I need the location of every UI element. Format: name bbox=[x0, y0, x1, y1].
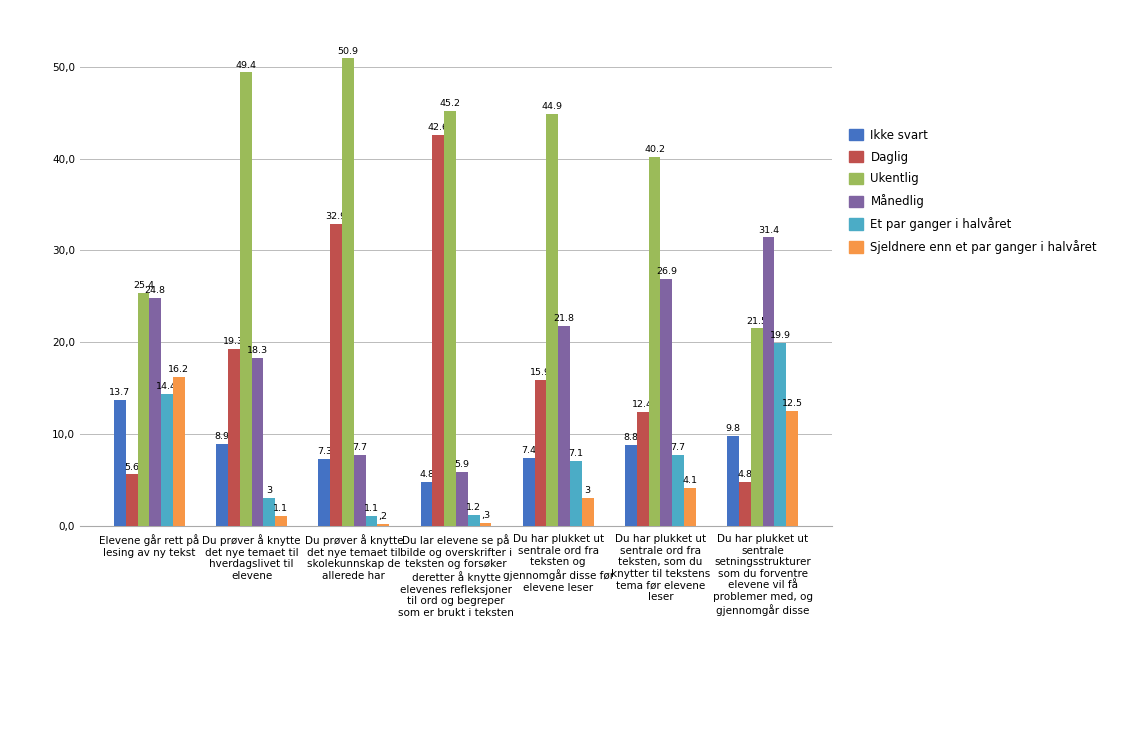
Text: 1.1: 1.1 bbox=[364, 504, 378, 513]
Text: 7.4: 7.4 bbox=[521, 446, 536, 455]
Text: 49.4: 49.4 bbox=[235, 61, 256, 70]
Text: 4.8: 4.8 bbox=[738, 470, 752, 479]
Text: ,3: ,3 bbox=[481, 511, 490, 520]
Bar bbox=[684, 488, 695, 526]
Text: 7.7: 7.7 bbox=[670, 443, 685, 452]
Text: 1.1: 1.1 bbox=[274, 504, 288, 513]
Text: 12.4: 12.4 bbox=[633, 400, 653, 409]
Text: 7.3: 7.3 bbox=[317, 447, 332, 456]
Bar bbox=[125, 475, 138, 526]
Bar bbox=[673, 455, 684, 526]
Bar bbox=[342, 59, 353, 526]
Bar bbox=[559, 326, 570, 526]
Text: 7.7: 7.7 bbox=[352, 443, 367, 452]
Text: 3: 3 bbox=[585, 487, 591, 496]
Bar bbox=[727, 436, 739, 526]
Text: 42.6: 42.6 bbox=[428, 123, 449, 132]
Bar bbox=[570, 460, 581, 526]
Text: 3: 3 bbox=[266, 487, 272, 496]
Bar bbox=[445, 111, 456, 526]
Bar bbox=[432, 134, 445, 526]
Bar bbox=[739, 481, 751, 526]
Bar bbox=[637, 412, 649, 526]
Bar bbox=[366, 516, 377, 526]
Text: 9.8: 9.8 bbox=[726, 424, 741, 433]
Text: 19.9: 19.9 bbox=[770, 331, 791, 340]
Text: 21.5: 21.5 bbox=[747, 317, 767, 326]
Bar bbox=[421, 481, 432, 526]
Text: ,2: ,2 bbox=[378, 512, 388, 521]
Text: 12.5: 12.5 bbox=[782, 400, 803, 409]
Bar bbox=[625, 445, 637, 526]
Text: 5.6: 5.6 bbox=[124, 463, 139, 472]
Text: 14.4: 14.4 bbox=[156, 382, 178, 391]
Bar bbox=[161, 394, 173, 526]
Text: 19.3: 19.3 bbox=[223, 336, 244, 345]
Text: 24.8: 24.8 bbox=[145, 286, 165, 295]
Text: 8.8: 8.8 bbox=[624, 433, 638, 442]
Text: 16.2: 16.2 bbox=[169, 365, 189, 374]
Bar bbox=[331, 224, 342, 526]
Bar bbox=[252, 357, 263, 526]
Text: 50.9: 50.9 bbox=[337, 47, 358, 56]
Bar bbox=[239, 72, 252, 526]
Text: 32.9: 32.9 bbox=[326, 212, 347, 221]
Bar bbox=[787, 411, 798, 526]
Text: 4.8: 4.8 bbox=[420, 470, 434, 479]
Text: 15.9: 15.9 bbox=[530, 368, 551, 377]
Bar bbox=[228, 348, 239, 526]
Text: 45.2: 45.2 bbox=[440, 99, 461, 108]
Bar bbox=[149, 298, 161, 526]
Text: 13.7: 13.7 bbox=[109, 388, 130, 397]
Bar bbox=[774, 343, 787, 526]
Bar bbox=[318, 459, 331, 526]
Bar bbox=[263, 498, 275, 526]
Bar bbox=[467, 514, 480, 526]
Bar bbox=[751, 328, 763, 526]
Bar bbox=[353, 455, 366, 526]
Text: 7.1: 7.1 bbox=[569, 449, 584, 458]
Text: 5.9: 5.9 bbox=[455, 460, 470, 469]
Bar bbox=[523, 458, 535, 526]
Text: 4.1: 4.1 bbox=[683, 476, 698, 485]
Text: 1.2: 1.2 bbox=[466, 503, 481, 512]
Bar bbox=[275, 516, 287, 526]
Bar bbox=[546, 113, 559, 526]
Bar bbox=[660, 279, 673, 526]
Text: 18.3: 18.3 bbox=[247, 346, 268, 355]
Bar bbox=[763, 237, 774, 526]
Text: 8.9: 8.9 bbox=[214, 433, 229, 442]
Bar bbox=[173, 377, 185, 526]
Bar bbox=[480, 523, 491, 526]
Text: 26.9: 26.9 bbox=[656, 267, 677, 276]
Bar bbox=[217, 444, 228, 526]
Text: 21.8: 21.8 bbox=[554, 314, 575, 323]
Bar bbox=[138, 293, 149, 526]
Bar bbox=[581, 498, 594, 526]
Bar bbox=[114, 400, 125, 526]
Text: 44.9: 44.9 bbox=[542, 102, 563, 111]
Bar bbox=[377, 524, 389, 526]
Text: 40.2: 40.2 bbox=[644, 145, 665, 154]
Bar bbox=[535, 380, 546, 526]
Legend: Ikke svart, Daglig, Ukentlig, Månedlig, Et par ganger i halvåret, Sjeldnere enn : Ikke svart, Daglig, Ukentlig, Månedlig, … bbox=[846, 125, 1100, 258]
Text: 25.4: 25.4 bbox=[133, 281, 154, 290]
Bar bbox=[456, 472, 467, 526]
Bar bbox=[649, 157, 660, 526]
Text: 31.4: 31.4 bbox=[758, 226, 779, 235]
